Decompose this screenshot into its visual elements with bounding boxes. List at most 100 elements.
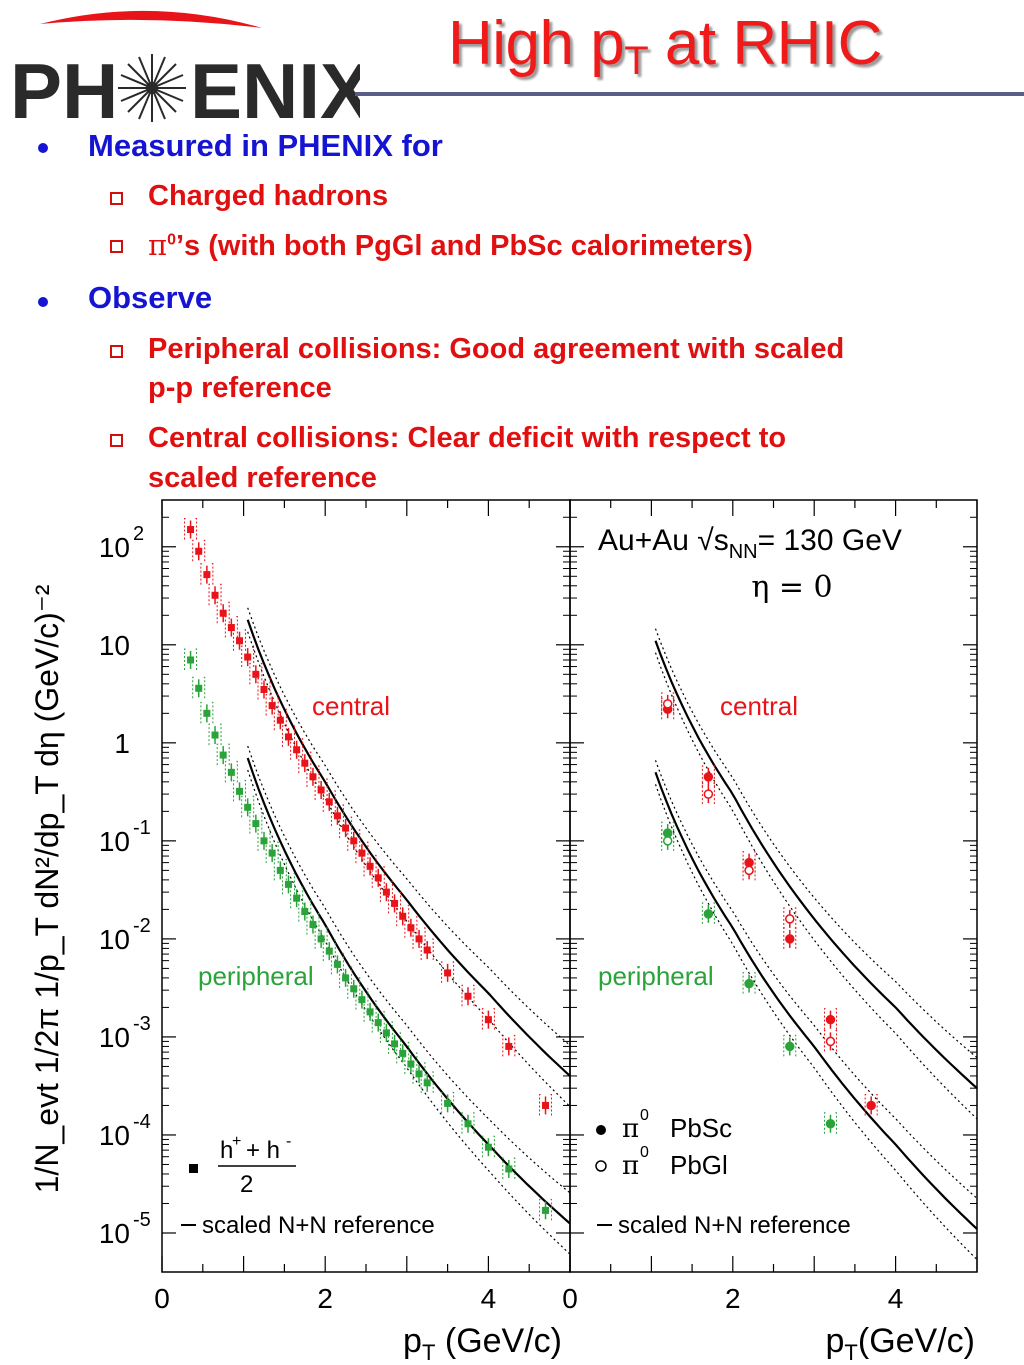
legend-marker-pbgl [595, 1160, 607, 1172]
legend-reference-label: scaled N+N reference [618, 1212, 851, 1239]
data-point-central-π0-PbGl [662, 699, 673, 709]
legend-hadron-minus-sup: - [286, 1133, 291, 1150]
bullet-observe: Observe [88, 280, 213, 315]
label-central: central [312, 691, 390, 721]
systematic-bracket [371, 866, 385, 890]
data-point-central [211, 591, 219, 599]
systematic-bracket [273, 858, 287, 882]
y-tick-exponent: 2 [133, 523, 144, 545]
reference-band-peripheral [654, 760, 978, 1199]
data-point-peripheral [227, 768, 235, 776]
systematic-bracket [208, 583, 222, 607]
sub-bullet-central-line2: scaled reference [148, 462, 377, 494]
systematic-bracket [461, 1112, 475, 1136]
x-tick-label: 4 [481, 1283, 497, 1314]
data-point-central [444, 969, 452, 977]
data-point-central [325, 798, 333, 806]
data-point-peripheral [195, 684, 203, 692]
data-point-central [399, 912, 407, 920]
data-point-peripheral [276, 866, 284, 874]
systematic-bracket [241, 645, 255, 669]
systematic-bracket [265, 694, 279, 718]
systematic-bracket [330, 804, 344, 828]
y-tick-label: 10 [99, 1218, 130, 1249]
systematic-bracket [502, 1034, 516, 1058]
systematic-bracket [224, 760, 238, 784]
y-tick-exponent: -3 [133, 1013, 151, 1035]
sub-bullet-box [110, 345, 123, 358]
reference-band-central [654, 628, 978, 1059]
data-point-peripheral [391, 1040, 399, 1048]
systematic-bracket [420, 938, 434, 962]
data-point-peripheral [309, 921, 317, 929]
y-tick-exponent: -4 [133, 1111, 151, 1133]
data-point-peripheral [423, 1079, 431, 1087]
systematic-bracket [539, 1198, 553, 1222]
x-axis-label: pT (GeV/c) [403, 1322, 562, 1365]
systematic-bracket [388, 891, 402, 915]
data-point-central [219, 609, 227, 617]
systematic-bracket [783, 1034, 797, 1058]
systematic-bracket [661, 692, 675, 716]
data-point-peripheral [350, 985, 358, 993]
logo-star-icon [118, 54, 186, 122]
data-point-central [423, 946, 431, 954]
sub-bullet-peripheral-line2: p-p reference [148, 372, 332, 404]
legend-marker-pbsc [596, 1125, 606, 1135]
systematic-bracket [404, 1052, 418, 1076]
data-point-central [252, 670, 260, 678]
data-point-central [244, 653, 252, 661]
data-point-peripheral [244, 803, 252, 811]
systematic-bracket [783, 907, 797, 931]
reference-band-peripheral [247, 745, 571, 1194]
data-point-central [268, 702, 276, 710]
data-point-peripheral [333, 960, 341, 968]
systematic-bracket [330, 952, 344, 976]
sub-bullet-charged-hadrons: Charged hadrons [148, 180, 389, 212]
sub-bullet-pi0: π0’s (with both PgGl and PbSc calorimete… [148, 228, 753, 262]
data-point-central [358, 849, 366, 857]
label-peripheral: peripheral [598, 961, 714, 991]
reference-curve-peripheral [654, 771, 978, 1230]
systematic-bracket [281, 725, 295, 749]
data-point-peripheral-π0-PbSc [785, 1041, 795, 1052]
systematic-bracket [539, 1093, 553, 1117]
data-point-central-π0-PbGl [703, 789, 714, 799]
data-point-central-π0-PbSc [703, 772, 714, 782]
systematic-bracket [404, 916, 418, 940]
systematic-bracket [216, 601, 230, 625]
data-point-peripheral [484, 1143, 492, 1151]
data-point-peripheral [284, 880, 292, 888]
data-point-peripheral [342, 974, 350, 982]
data-point-peripheral [187, 656, 195, 664]
data-point-central [484, 1016, 492, 1024]
systematic-bracket [298, 900, 312, 924]
systematic-bracket [192, 539, 206, 563]
systematic-bracket [379, 880, 393, 904]
legend-reference-label: scaled N+N reference [202, 1212, 435, 1239]
systematic-bracket [265, 841, 279, 865]
reference-curve-peripheral [246, 757, 571, 1225]
data-point-peripheral [325, 947, 333, 955]
data-point-central [382, 888, 390, 896]
sub-bullet-box [110, 434, 123, 447]
x-tick-label: 0 [562, 1283, 578, 1314]
systematic-bracket [371, 1011, 385, 1035]
data-point-central [187, 526, 195, 534]
data-point-central [342, 824, 350, 832]
systematic-bracket [441, 961, 455, 985]
data-point-peripheral [211, 731, 219, 739]
systematic-bracket [208, 723, 222, 747]
systematic-bracket [322, 939, 336, 963]
x-tick-label: 2 [725, 1283, 741, 1314]
bullet-measured: Measured in PHENIX for [88, 128, 443, 163]
title-rule [355, 92, 1024, 96]
systematic-bracket [420, 1071, 434, 1095]
data-point-central [227, 624, 235, 632]
systematic-bracket [322, 790, 336, 814]
data-point-central [407, 924, 415, 932]
systematic-bracket [298, 751, 312, 775]
systematic-bracket [306, 913, 320, 937]
systematic-bracket [192, 676, 206, 700]
y-tick-label: 10 [99, 1022, 130, 1053]
